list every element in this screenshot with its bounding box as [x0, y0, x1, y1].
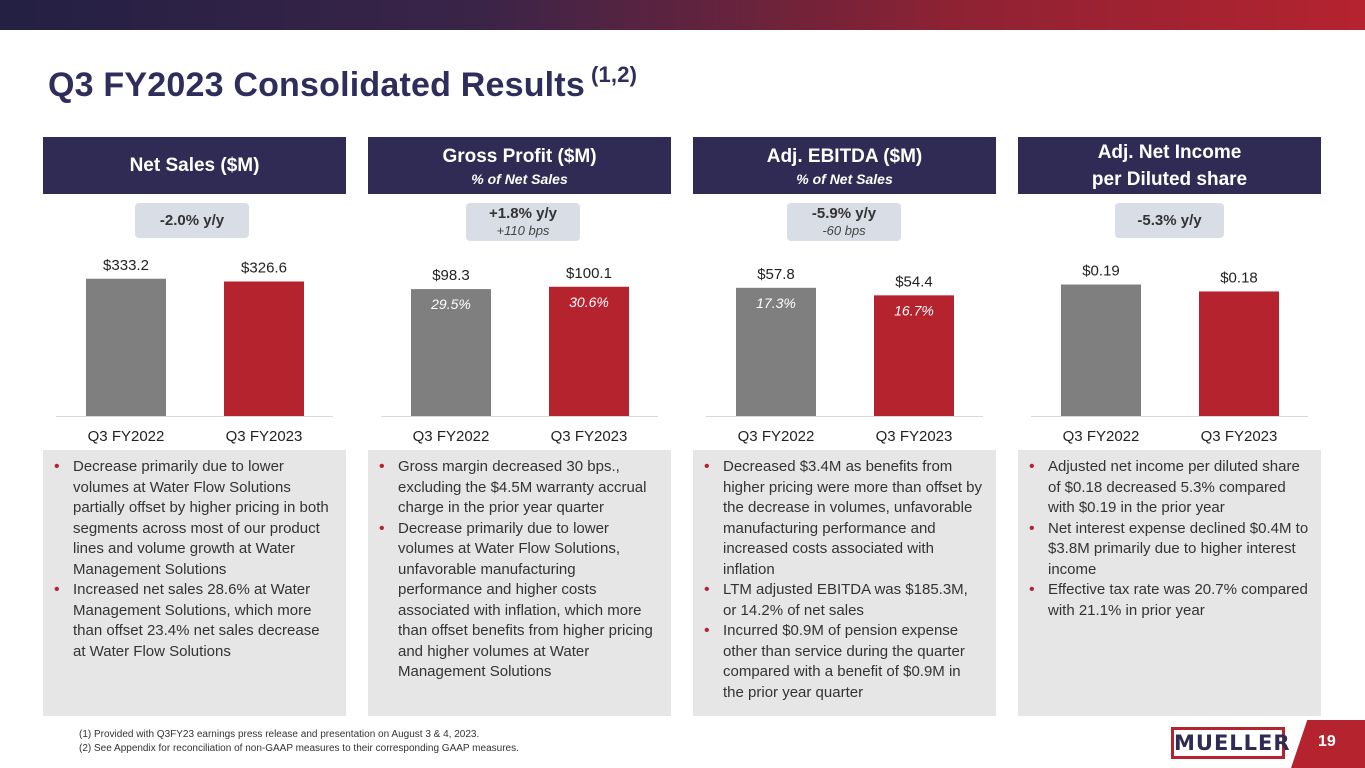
bar-prior-year — [736, 287, 816, 416]
yoy-badge-main: -5.9% y/y — [811, 205, 877, 222]
panel-net-sales: Net Sales ($M) -2.0% y/y $333.2 Q3 FY2022… — [43, 137, 346, 716]
mueller-logo: MUELLER — [1171, 727, 1290, 759]
bar-current-year — [1199, 291, 1279, 416]
yoy-badge-sub: +110 bps — [496, 223, 550, 238]
commentary-box: Decreased $3.4M as benefits from higher … — [693, 450, 996, 716]
category-label: Q3 FY2023 — [551, 428, 628, 445]
top-gradient-bar — [0, 0, 1365, 30]
bullet-item: Increased net sales 28.6% at Water Manag… — [54, 580, 334, 662]
panel-header-title: Net Sales ($M) — [129, 155, 260, 176]
panel-header-subtitle: per Diluted share — [1091, 168, 1248, 190]
net-sales-bar-chart: $333.2 Q3 FY2022 $326.6 Q3 FY2023 — [56, 257, 333, 445]
commentary-box: Adjusted net income per diluted share of… — [1018, 450, 1321, 716]
yoy-badge: -5.3% y/y — [1115, 203, 1224, 238]
yoy-badge: -2.0% y/y — [135, 203, 249, 238]
bar-percent-label: 17.3% — [756, 295, 796, 311]
panel-gross-profit: Gross Profit ($M) % of Net Sales +1.8% y… — [368, 137, 671, 716]
bar-value-label: $0.19 — [1082, 263, 1120, 280]
bar-value-label: $98.3 — [432, 267, 470, 284]
bullet-item: Net interest expense declined $0.4M to $… — [1029, 519, 1309, 581]
category-label: Q3 FY2023 — [226, 428, 303, 445]
panel-header-title: Adj. Net Income — [1097, 141, 1242, 163]
panel-header: Adj. EBITDA ($M) % of Net Sales — [693, 137, 996, 194]
panel-adj-net-income: Adj. Net Income per Diluted share -5.3% … — [1018, 137, 1321, 716]
bar-current-year — [224, 281, 304, 416]
panel-header-subtitle: % of Net Sales — [796, 171, 893, 187]
bar-value-label: $333.2 — [103, 257, 149, 274]
panel-header: Gross Profit ($M) % of Net Sales — [368, 137, 671, 194]
panel-header: Net Sales ($M) — [43, 137, 346, 194]
commentary-box: Decrease primarily due to lower volumes … — [43, 450, 346, 716]
category-label: Q3 FY2023 — [1201, 428, 1278, 445]
yoy-badge-main: +1.8% y/y — [489, 205, 557, 222]
category-label: Q3 FY2022 — [88, 428, 165, 445]
bullet-item: LTM adjusted EBITDA was $185.3M, or 14.2… — [704, 580, 984, 621]
bar-value-label: $54.4 — [895, 273, 933, 290]
gross-profit-bar-chart: $98.3 29.5% Q3 FY2022 $100.1 30.6% Q3 FY2023 — [381, 265, 658, 445]
category-label: Q3 FY2023 — [876, 428, 953, 445]
bullet-item: Incurred $0.9M of pension expense other … — [704, 621, 984, 703]
category-label: Q3 FY2022 — [738, 428, 815, 445]
bar-prior-year — [1061, 284, 1141, 416]
bar-current-year — [549, 286, 629, 416]
bar-current-year — [874, 295, 954, 416]
category-label: Q3 FY2022 — [1063, 428, 1140, 445]
footnote-1: (1) Provided with Q3FY23 earnings press … — [79, 729, 480, 740]
yoy-badge: +1.8% y/y +110 bps — [466, 203, 580, 241]
page-title: Q3 FY2023 Consolidated Results (1,2) — [48, 62, 638, 104]
yoy-badge: -5.9% y/y -60 bps — [787, 203, 901, 241]
bar-prior-year — [411, 289, 491, 416]
commentary-box: Gross margin decreased 30 bps., excludin… — [368, 450, 671, 716]
bar-value-label: $100.1 — [566, 265, 612, 282]
adj-ebitda-bar-chart: $57.8 17.3% Q3 FY2022 $54.4 16.7% Q3 FY2023 — [706, 266, 983, 445]
category-label: Q3 FY2022 — [413, 428, 490, 445]
panel-header-subtitle: % of Net Sales — [471, 171, 568, 187]
panel-header-title: Adj. EBITDA ($M) — [766, 146, 923, 167]
panel-header-title: Gross Profit ($M) — [442, 146, 597, 167]
panel-header: Adj. Net Income per Diluted share — [1018, 137, 1321, 194]
bullet-item: Decrease primarily due to lower volumes … — [54, 457, 334, 580]
bar-value-label: $57.8 — [757, 266, 795, 283]
title-footnote-ref: (1,2) — [590, 62, 638, 87]
adj-net-income-bar-chart: $0.19 Q3 FY2022 $0.18 Q3 FY2023 — [1031, 263, 1308, 445]
bar-value-label: $0.18 — [1220, 269, 1258, 286]
bullet-item: Effective tax rate was 20.7% compared wi… — [1029, 580, 1309, 621]
page-number: 19 — [1318, 733, 1336, 750]
bullet-item: Decrease primarily due to lower volumes … — [379, 519, 659, 683]
yoy-badge-main: -5.3% y/y — [1137, 211, 1202, 229]
panel-adj-ebitda: Adj. EBITDA ($M) % of Net Sales -5.9% y/… — [693, 137, 996, 716]
bar-percent-label: 29.5% — [430, 296, 471, 312]
yoy-badge-sub: -60 bps — [822, 223, 866, 238]
bar-value-label: $326.6 — [241, 259, 287, 276]
yoy-badge-main: -2.0% y/y — [159, 211, 225, 229]
bullet-item: Adjusted net income per diluted share of… — [1029, 457, 1309, 519]
bar-percent-label: 16.7% — [894, 302, 934, 318]
bar-percent-label: 30.6% — [569, 294, 609, 310]
bullet-item: Decreased $3.4M as benefits from higher … — [704, 457, 984, 580]
bullet-item: Gross margin decreased 30 bps., excludin… — [379, 457, 659, 519]
bar-prior-year — [86, 278, 166, 416]
footnote-2: (2) See Appendix for reconciliation of n… — [79, 743, 519, 754]
